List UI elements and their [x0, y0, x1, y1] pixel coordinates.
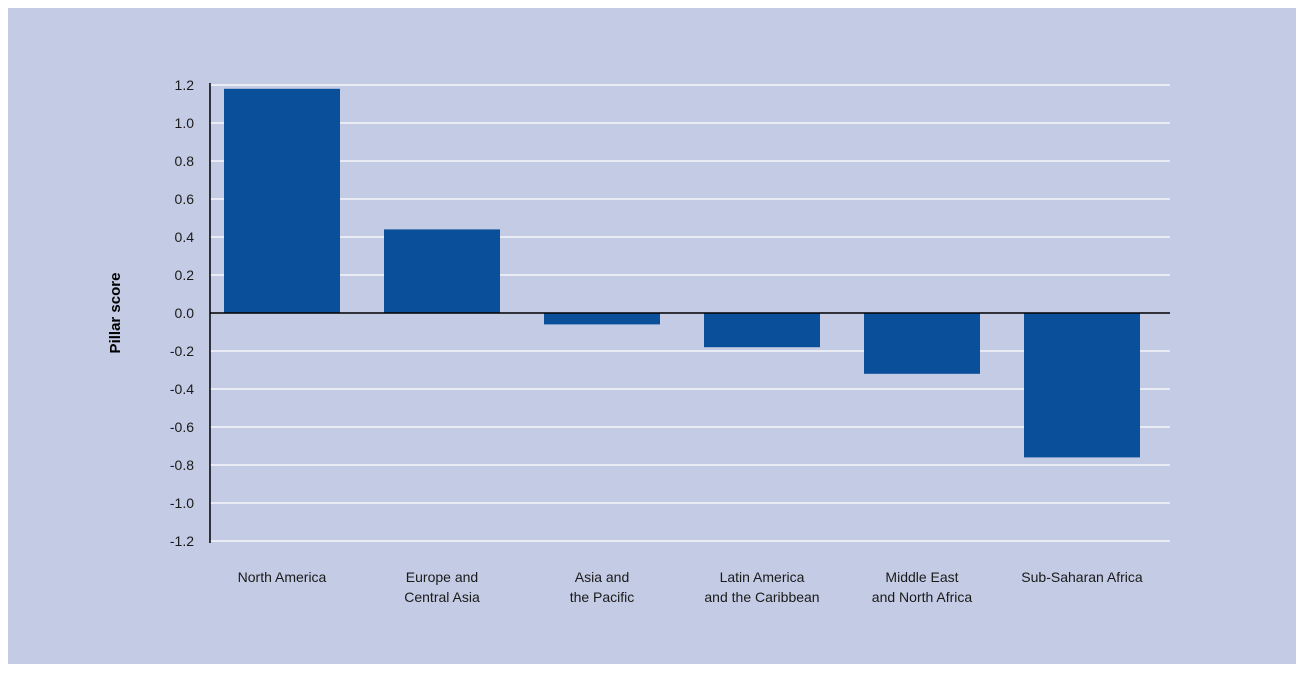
y-tick-label: -1.0	[170, 495, 194, 511]
bar	[1024, 313, 1140, 458]
category-labels: North America Europe and Central Asia Asia …	[238, 569, 1143, 605]
y-tick-label: 0.6	[175, 191, 195, 207]
y-tick-label: 0.0	[175, 305, 195, 321]
bar	[224, 88, 340, 313]
y-tick-label: -0.6	[170, 419, 194, 435]
y-tick-label: 0.4	[175, 229, 195, 245]
bar	[864, 313, 980, 374]
category-label: Middle East and North Africa	[872, 569, 973, 605]
bar	[704, 313, 820, 348]
category-label: Europe and Central Asia	[404, 569, 480, 605]
category-label: North America	[238, 569, 327, 585]
y-axis-title: Pillar score	[107, 273, 124, 354]
y-tick-labels: 1.2 1.0 0.8 0.6 0.4 0.2 0.0 -0.2 -0.4 -0.6 -0.8 -1.…	[170, 77, 194, 549]
y-tick-label: 0.2	[175, 267, 195, 283]
bars	[224, 88, 1140, 458]
category-label: Sub-Saharan Africa	[1021, 569, 1143, 585]
y-tick-label: -0.8	[170, 457, 194, 473]
gridlines	[210, 84, 1170, 542]
y-tick-label: -0.2	[170, 343, 194, 359]
y-tick-label: -0.4	[170, 381, 194, 397]
bar	[384, 229, 500, 313]
bar	[544, 313, 660, 325]
category-label: Asia and the Pacific	[570, 569, 635, 605]
y-tick-label: 1.0	[175, 115, 195, 131]
chart-panel: 1.2 1.0 0.8 0.6 0.4 0.2 0.0 -0.2 -0.4 -0.6 -0.8 -1.…	[8, 8, 1296, 664]
bar-chart: 1.2 1.0 0.8 0.6 0.4 0.2 0.0 -0.2 -0.4 -0.6 -0.8 -1.…	[107, 77, 1170, 605]
y-tick-label: 0.8	[175, 153, 195, 169]
y-tick-label: 1.2	[175, 77, 195, 93]
axes	[209, 83, 1170, 543]
category-label: Latin America and the Caribbean	[704, 569, 819, 605]
y-tick-label: -1.2	[170, 533, 194, 549]
